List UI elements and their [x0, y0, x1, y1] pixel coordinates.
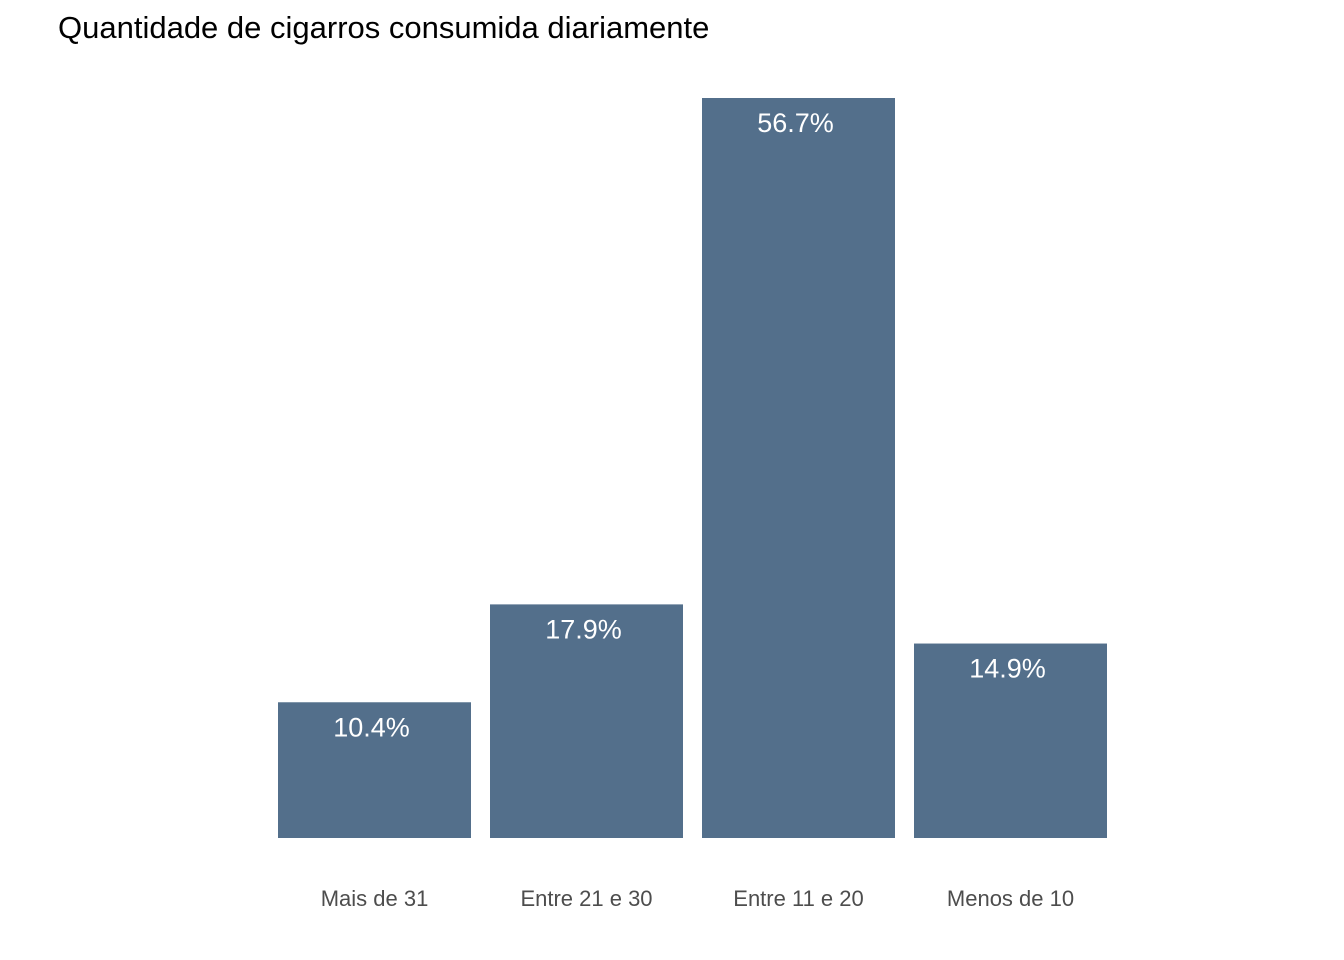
chart-title: Quantidade de cigarros consumida diariam… — [58, 10, 710, 45]
bar-value-label-0: 10.4% — [333, 712, 410, 742]
x-tick-label-0: Mais de 31 — [321, 886, 429, 911]
x-tick-labels-group: Mais de 31 Entre 21 e 30 Entre 11 e 20 Meno… — [321, 886, 1074, 911]
value-labels-group: 10.4% 17.9% 56.7% 14.9% — [333, 108, 1046, 742]
bar-value-label-3: 14.9% — [969, 654, 1046, 684]
bar-3 — [914, 643, 1107, 838]
x-tick-label-2: Entre 11 e 20 — [733, 886, 863, 911]
bar-value-label-1: 17.9% — [545, 614, 622, 644]
bars-group — [278, 98, 1107, 838]
bar-value-label-2: 56.7% — [757, 108, 834, 138]
x-tick-label-1: Entre 21 e 30 — [520, 886, 652, 911]
bar-1 — [490, 604, 683, 838]
x-tick-label-3: Menos de 10 — [947, 886, 1074, 911]
bar-0 — [278, 702, 471, 838]
bar-2 — [702, 98, 895, 838]
